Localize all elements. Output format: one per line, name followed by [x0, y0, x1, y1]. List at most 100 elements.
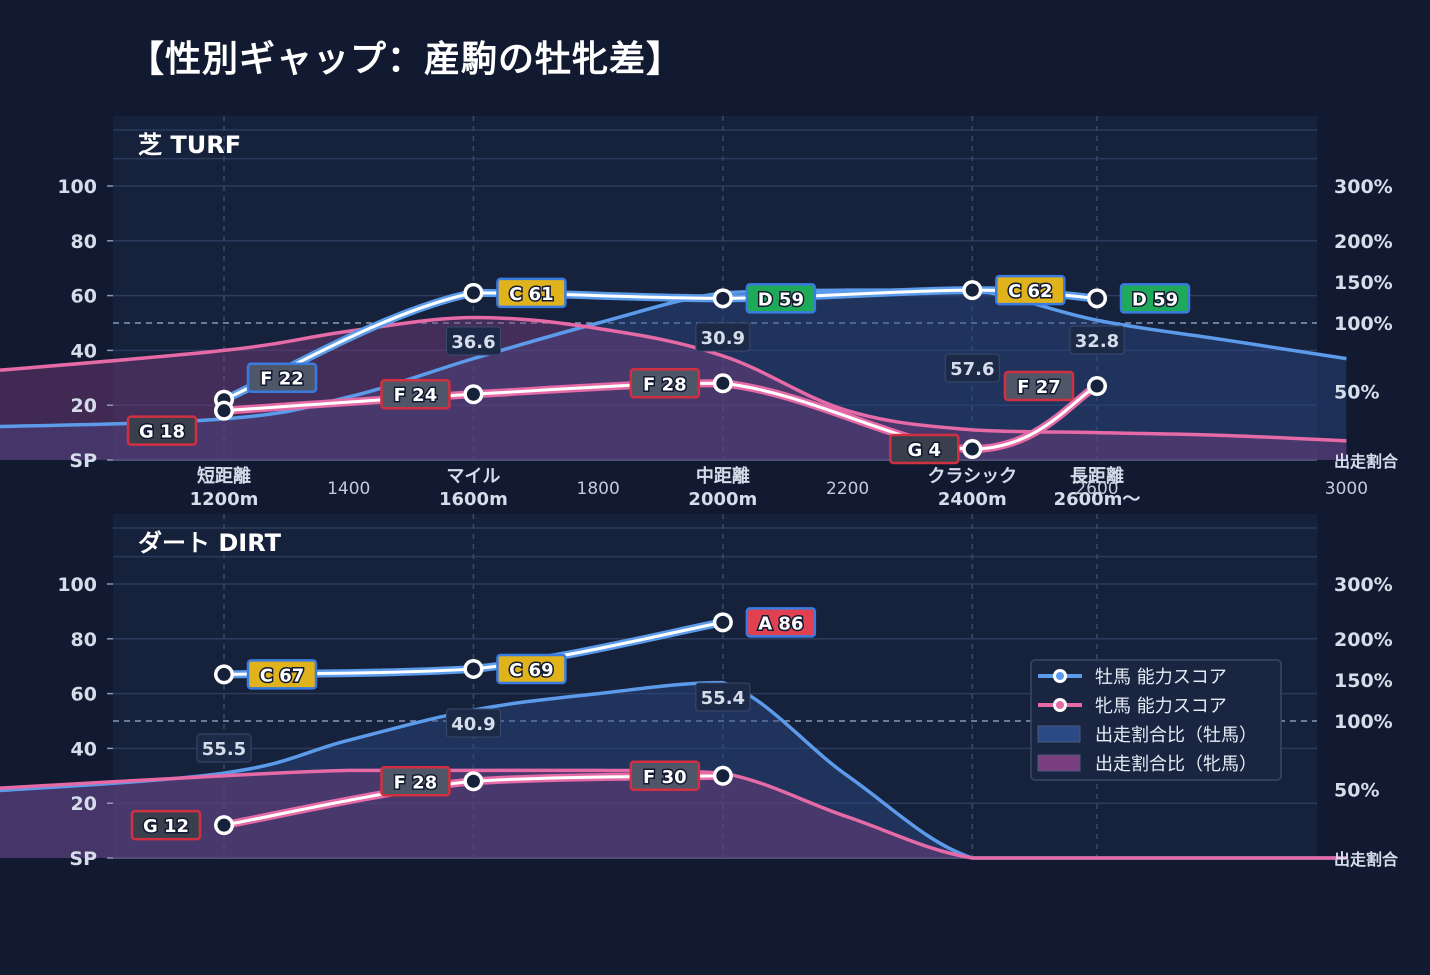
grade-badge-label: F 28 [394, 772, 438, 793]
ratio-label-box [445, 708, 501, 738]
grade-badge [1003, 370, 1075, 402]
grade-badge [246, 362, 318, 393]
x-tick-label: 1400 [327, 479, 370, 499]
grade-badge-label: F 30 [643, 767, 687, 788]
grade-badge-label: A 86 [758, 613, 803, 634]
grade-badge [380, 378, 451, 410]
grade-badge-label: D 59 [1132, 289, 1178, 310]
x-category-distance: 2000m [688, 489, 757, 510]
ratio-label-box [695, 682, 751, 712]
legend-label: 牡馬 能力スコア [1095, 667, 1227, 688]
ratio-axis-label: 出走割合 [1334, 452, 1399, 471]
legend-swatch [1037, 754, 1081, 772]
female-score-marker-center [965, 442, 979, 456]
y-tick-label: SP [69, 450, 97, 472]
grade-badge-label: C 61 [509, 284, 554, 305]
grade-badge-label: F 28 [643, 374, 687, 395]
grade-badge-label: D 59 [758, 289, 804, 310]
grade-badge [745, 283, 817, 314]
y-tick-label: 60 [71, 684, 97, 706]
legend-label: 出走割合比（牝馬） [1095, 754, 1257, 775]
legend-label: 出走割合比（牡馬） [1095, 725, 1257, 746]
grade-badge [889, 433, 960, 465]
x-tick-label: 2200 [826, 479, 869, 499]
x-category-label: 短距離 [197, 465, 251, 487]
ratio-label: 40.9 [451, 714, 495, 735]
ratio-label-box [944, 353, 1000, 383]
y-tick-label: 40 [71, 738, 97, 760]
female-score-marker-center [217, 404, 231, 418]
panel-turf: 芝 TURF SP 20 40 60 80 100 出走割合 50% 100% 150% 200% 30… [0, 116, 1399, 472]
legend-swatch [1037, 725, 1081, 743]
ratio-axis-label: 200% [1334, 629, 1393, 651]
ratio-axis-label: 150% [1334, 670, 1393, 692]
grade-badge-label: C 69 [509, 660, 554, 681]
ratio-axis-label: 50% [1334, 780, 1379, 802]
x-category-distance: 1600m [439, 489, 508, 510]
ratio-axis-label: 300% [1334, 574, 1393, 596]
legend-marker-center [1056, 701, 1064, 709]
page-title: 【性別ギャップ：産駒の牡牝差】 [128, 39, 684, 80]
legend-label: 牝馬 能力スコア [1095, 696, 1227, 717]
y-tick-label: SP [69, 848, 97, 870]
male-score-marker-center [1090, 291, 1104, 305]
grade-badge [629, 760, 701, 792]
male-score-marker-center [716, 615, 730, 629]
ratio-axis-label: 50% [1334, 382, 1379, 404]
x-category-distance: 2600m〜 [1054, 489, 1141, 510]
grade-badge [629, 368, 701, 399]
male-score-marker-center [217, 667, 231, 681]
x-tick-label: 1800 [577, 479, 620, 499]
grade-badge-label: G 4 [907, 440, 941, 461]
ratio-label: 30.9 [701, 328, 745, 349]
ratio-axis-label: 300% [1334, 176, 1393, 198]
grade-badge-label: C 67 [260, 665, 305, 686]
ratio-label: 55.5 [202, 739, 246, 760]
ratio-label-box [445, 326, 501, 356]
female-score-marker-center [466, 774, 480, 788]
grade-badge [496, 277, 567, 309]
x-category-label: クラシック [927, 466, 1017, 487]
grade-badge-label: G 12 [143, 816, 189, 837]
ratio-axis-label: 200% [1334, 231, 1393, 253]
grade-badge-label: C 62 [1008, 281, 1053, 302]
ratio-label: 36.6 [451, 332, 495, 353]
grade-badge [246, 659, 318, 690]
legend-marker-center [1056, 672, 1064, 680]
ratio-label: 32.8 [1075, 331, 1119, 352]
x-category-label: 中距離 [696, 465, 750, 487]
grade-badge [130, 809, 202, 841]
female-ratio-line [0, 315, 1347, 443]
grade-badge-label: F 27 [1017, 377, 1061, 398]
x-category-distance: 1200m [190, 489, 259, 510]
female-score-marker-center [1090, 379, 1104, 393]
y-tick-label: 40 [71, 340, 97, 362]
female-score-marker-center [217, 818, 231, 832]
female-score-marker-center [466, 387, 480, 401]
ratio-axis-label: 150% [1334, 272, 1393, 294]
grade-badge [745, 607, 817, 638]
grade-badge [496, 653, 567, 685]
x-category-label: マイル [446, 466, 500, 487]
female-ratio-area [0, 770, 1347, 859]
x-tick-label: 3000 [1325, 479, 1368, 499]
panel-title: 芝 TURF [138, 131, 241, 159]
ratio-label: 55.4 [701, 688, 745, 709]
x-category-distance: 2400m [938, 489, 1007, 510]
y-tick-label: 20 [71, 395, 97, 417]
female-score-marker-center [716, 769, 730, 783]
grade-badge [1119, 283, 1191, 314]
panel-title: ダート DIRT [138, 529, 282, 557]
y-tick-label: 80 [71, 231, 97, 253]
ratio-label-box [695, 322, 751, 352]
ratio-label-box [1069, 325, 1125, 355]
y-tick-label: 100 [57, 574, 97, 596]
male-score-marker-center [466, 662, 480, 676]
ratio-axis-label: 100% [1334, 711, 1393, 733]
legend-box [1030, 659, 1282, 781]
grade-badge-label: F 22 [260, 369, 304, 390]
grade-badge [995, 274, 1066, 306]
male-score-marker-center [716, 291, 730, 305]
grade-badge-label: G 18 [139, 422, 185, 443]
